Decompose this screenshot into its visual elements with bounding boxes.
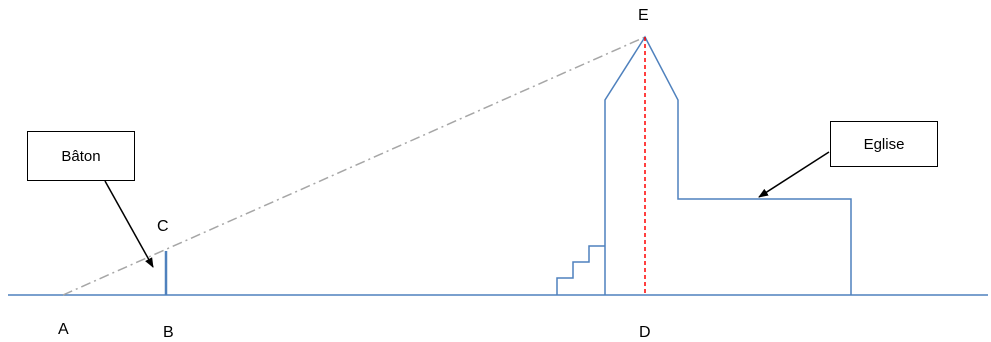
baton-callout-arrow (104, 180, 154, 268)
label-point-D: D (639, 324, 651, 341)
baton-callout-box: Bâton (27, 131, 135, 181)
eglise-callout-arrow (758, 151, 830, 198)
church-outline (604, 35, 852, 295)
eglise-callout-box: Eglise (830, 121, 938, 167)
label-point-E: E (638, 7, 649, 24)
label-point-B: B (163, 324, 174, 341)
label-point-A: A (58, 321, 69, 338)
sight-line (62, 36, 646, 296)
label-point-C: C (157, 218, 169, 235)
church-steps (556, 245, 605, 295)
